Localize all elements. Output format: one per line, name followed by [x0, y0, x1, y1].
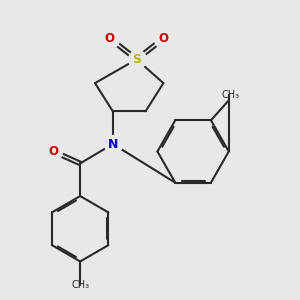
Text: O: O: [105, 32, 115, 45]
Text: CH₃: CH₃: [71, 280, 89, 290]
Text: O: O: [158, 32, 168, 45]
Text: CH₃: CH₃: [221, 90, 239, 100]
Text: O: O: [48, 145, 59, 158]
Text: N: N: [108, 138, 118, 151]
Text: S: S: [132, 53, 141, 66]
